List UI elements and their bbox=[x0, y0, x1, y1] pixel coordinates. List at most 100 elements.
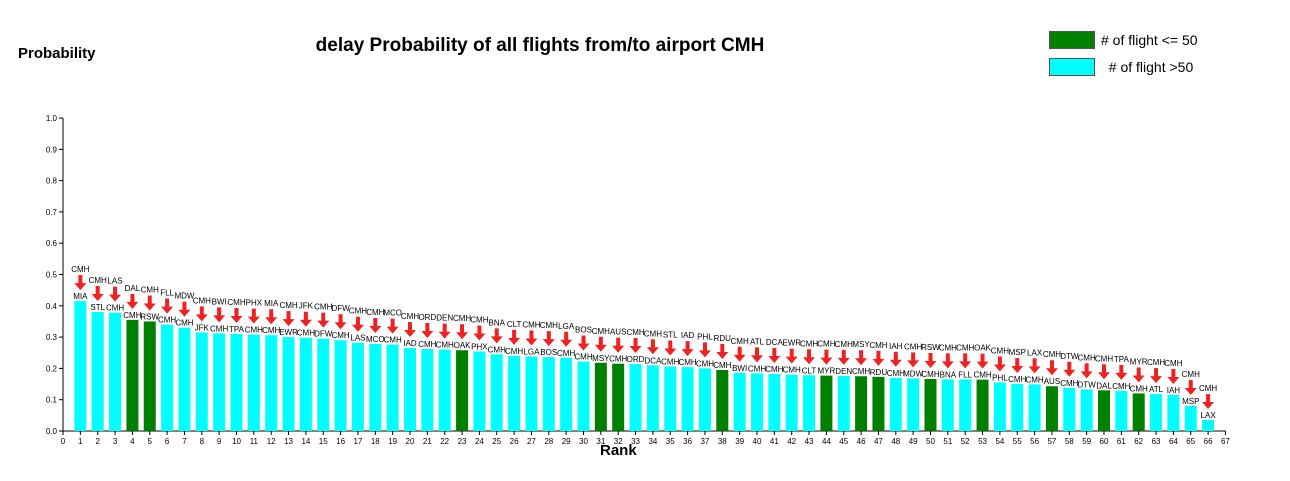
bar-label-from: CMH bbox=[1078, 353, 1096, 362]
bar-label-from: EWR bbox=[782, 339, 801, 348]
bar-label-to: CMH bbox=[106, 304, 124, 313]
bar-label-from: STL bbox=[663, 331, 678, 340]
bar bbox=[195, 332, 208, 431]
x-tick-label: 66 bbox=[1204, 437, 1213, 446]
bar-label-to: CMH bbox=[678, 358, 696, 367]
arrow-shaft bbox=[789, 348, 794, 358]
arrow-shaft bbox=[1119, 364, 1124, 374]
x-tick-label: 43 bbox=[805, 437, 814, 446]
arrow-head bbox=[74, 283, 87, 291]
x-tick-label: 50 bbox=[926, 437, 935, 446]
x-tick-label: 32 bbox=[614, 437, 623, 446]
bar bbox=[803, 375, 816, 431]
bar-label-to: DEN bbox=[835, 367, 852, 376]
bar-label-to: CMH bbox=[783, 366, 801, 375]
x-tick-label: 36 bbox=[683, 437, 692, 446]
x-tick-label: 47 bbox=[874, 437, 883, 446]
y-tick-label: 0.6 bbox=[46, 239, 58, 248]
bar-label-to: CMH bbox=[175, 319, 193, 328]
x-tick-label: 39 bbox=[735, 437, 744, 446]
bar bbox=[1098, 390, 1110, 431]
y-tick-label: 0.2 bbox=[46, 364, 58, 373]
arrow-head bbox=[421, 330, 434, 338]
arrow-shaft bbox=[1015, 358, 1020, 368]
x-tick-label: 64 bbox=[1169, 437, 1178, 446]
x-tick-label: 57 bbox=[1047, 437, 1056, 446]
bar bbox=[698, 368, 711, 431]
bar-label-to: BNA bbox=[940, 370, 957, 379]
bar-label-from: CMH bbox=[644, 329, 662, 338]
arrow-shaft bbox=[893, 351, 898, 361]
bar bbox=[646, 365, 659, 431]
arrow-head bbox=[837, 357, 850, 365]
x-tick-label: 62 bbox=[1134, 437, 1143, 446]
arrow-shaft bbox=[286, 311, 291, 321]
bar-label-from: CMH bbox=[835, 340, 853, 349]
bar bbox=[161, 324, 174, 431]
bar bbox=[820, 375, 833, 431]
x-tick-label: 9 bbox=[217, 437, 222, 446]
x-tick-label: 11 bbox=[250, 437, 259, 446]
arrow-shaft bbox=[633, 338, 638, 348]
bar-label-to: JFK bbox=[195, 323, 210, 332]
bar bbox=[1045, 386, 1058, 431]
bar bbox=[230, 333, 243, 431]
x-tick-label: 34 bbox=[648, 437, 657, 446]
arrow-head bbox=[438, 331, 451, 339]
x-tick-label: 3 bbox=[113, 437, 118, 446]
bar-label-from: CMH bbox=[366, 308, 384, 317]
legend: # of flight <= 50 # of flight >50 bbox=[1049, 26, 1198, 80]
bar-label-to: DAL bbox=[1096, 381, 1112, 390]
bar-label-to: CMH bbox=[262, 326, 280, 335]
bar bbox=[959, 379, 972, 431]
x-tick-label: 21 bbox=[423, 437, 432, 446]
bar bbox=[247, 334, 260, 431]
arrow-shaft bbox=[95, 286, 100, 296]
arrow-head bbox=[560, 339, 573, 347]
x-tick-label: 48 bbox=[891, 437, 900, 446]
bar-label-from: CMH bbox=[939, 343, 957, 352]
bar-label-from: DFW bbox=[331, 304, 350, 313]
arrow-shaft bbox=[425, 322, 430, 332]
bar-label-from: LGA bbox=[558, 322, 575, 331]
arrow-head bbox=[525, 338, 538, 346]
bar-label-to: FLL bbox=[958, 370, 972, 379]
bar bbox=[941, 379, 954, 431]
bar bbox=[109, 312, 122, 431]
bar-label-from: BNA bbox=[489, 318, 506, 327]
bar bbox=[733, 372, 746, 431]
arrow-head bbox=[91, 294, 104, 302]
bar bbox=[924, 379, 937, 431]
x-tick-label: 55 bbox=[1013, 437, 1022, 446]
bar bbox=[369, 343, 382, 431]
bar-label-from: CMH bbox=[800, 339, 818, 348]
arrow-head bbox=[907, 360, 920, 368]
x-tick-label: 44 bbox=[822, 437, 831, 446]
arrow-head bbox=[386, 326, 399, 334]
x-tick-label: 45 bbox=[839, 437, 848, 446]
bar-label-to: TPA bbox=[229, 325, 245, 334]
bar-label-to: MSP bbox=[1182, 397, 1199, 406]
arrow-shaft bbox=[1206, 394, 1211, 404]
bar bbox=[490, 354, 503, 431]
bar-label-from: BOS bbox=[575, 326, 592, 335]
bar bbox=[629, 364, 642, 431]
x-tick-label: 33 bbox=[631, 437, 640, 446]
bar-label-from: MDW bbox=[174, 292, 194, 301]
bar-label-from: CMH bbox=[1043, 350, 1061, 359]
arrow-head bbox=[143, 303, 156, 311]
bar-label-from: BWI bbox=[212, 297, 227, 306]
arrow-head bbox=[369, 325, 382, 333]
bar-label-from: CMH bbox=[1164, 359, 1182, 368]
arrow-head bbox=[282, 319, 295, 327]
arrow-shaft bbox=[772, 348, 777, 358]
arrow-shaft bbox=[616, 337, 621, 347]
arrow-head bbox=[924, 361, 937, 369]
bar bbox=[907, 378, 920, 431]
legend-swatch-large bbox=[1049, 57, 1095, 76]
bar bbox=[265, 335, 278, 431]
arrow-shaft bbox=[217, 307, 222, 317]
x-tick-label: 4 bbox=[130, 437, 135, 446]
x-tick-label: 5 bbox=[148, 437, 153, 446]
bar-label-from: JFK bbox=[299, 302, 314, 311]
